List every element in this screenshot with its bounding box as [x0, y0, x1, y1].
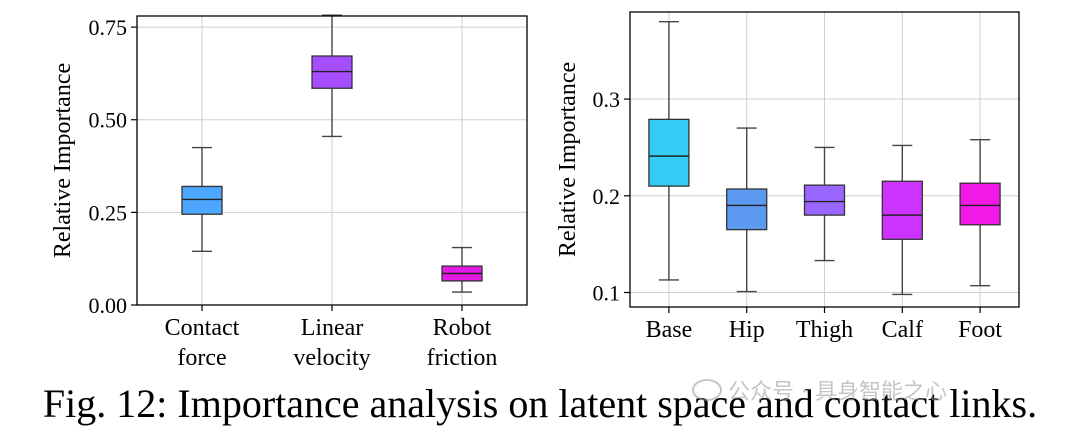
figure-caption: Fig. 12: Importance analysis on latent s… [42, 381, 1038, 426]
y-tick-label: 0.50 [89, 108, 128, 133]
plot-frame [629, 11, 1020, 308]
box-iqr [181, 185, 223, 215]
box-iqr [648, 118, 690, 187]
plot-frame [136, 15, 528, 306]
chart-contact-links: 0.1 0.2 0.3 Base Hip Thigh Calf Foot Relative Im… [555, 11, 1020, 343]
y-tick-label: 0.2 [593, 184, 621, 209]
chart-latent-space: 0.00 0.25 0.50 0.75 Contact force Linear veloci… [50, 14, 528, 371]
x-tick-label: Hip [729, 317, 765, 343]
x-tick-label: velocity [293, 345, 370, 371]
y-tick-label: 0.3 [593, 87, 621, 112]
y-axis-label: Relative Importance [50, 63, 76, 258]
y-tick-label: 0.00 [89, 293, 128, 318]
box-iqr [726, 188, 768, 231]
wechat-icon [692, 379, 722, 401]
x-tick-label: Robot [433, 315, 492, 341]
y-tick-label: 0.75 [89, 15, 128, 40]
x-tick-label: Thigh [796, 317, 853, 343]
x-tick-label: Linear [301, 315, 364, 341]
y-tick-label: 0.25 [89, 200, 128, 225]
box-iqr [959, 182, 1001, 226]
x-tick-label: Calf [882, 317, 923, 343]
box-iqr [803, 184, 846, 216]
x-tick-label: Base [646, 317, 693, 343]
watermark: 公众号 · 具身智能之心 [692, 374, 947, 406]
x-tick-label: Foot [958, 317, 1002, 343]
x-tick-label: friction [427, 345, 498, 371]
x-tick-label: force [177, 345, 226, 371]
y-axis-label: Relative Importance [555, 62, 581, 257]
x-tick-label: Contact [165, 315, 240, 341]
box-iqr [881, 180, 923, 240]
y-tick-label: 0.1 [593, 280, 621, 305]
watermark-text: 公众号 · 具身智能之心 [728, 380, 947, 405]
